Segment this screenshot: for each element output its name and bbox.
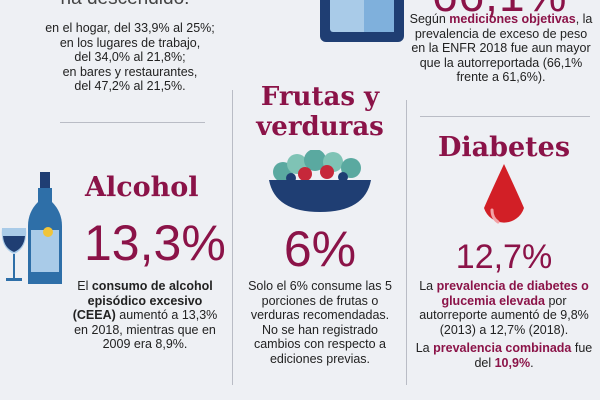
alcohol-title: Alcohol [85,172,199,203]
top-right-bold: mediciones objetivas [449,12,576,26]
frutas-title: Frutas y verduras [234,82,406,142]
top-left-block: ha descendido: en el hogar, del 33,9% al… [20,0,240,94]
top-right-rest: , la prevalencia de exceso de peso en la… [411,12,593,85]
frutas-text: Solo el 6% consume las 5 porciones de fr… [248,279,392,366]
top-right-text: Según mediciones objetivas, la prevalenc… [408,12,594,85]
scale-icon [320,0,404,42]
diabetes-percent: 12,7% [455,238,553,276]
top-left-lines: en el hogar, del 33,9% al 25%; en los lu… [20,21,240,94]
diabetes-para2-prefix: La [415,341,434,355]
frutas-title-line2: verduras [256,112,384,142]
alcohol-text-2: aumentó a 13,3% en 2018, mientras que en… [74,308,218,352]
top-right-big: 66,1% [432,0,567,22]
diabetes-para2-end: . [530,355,534,370]
divider-left [232,90,233,385]
diabetes-para2-value: 10,9% [494,355,531,370]
salad-bowl-icon [269,149,371,212]
top-left-heading: ha descendido: [10,0,240,10]
divider-right [406,100,407,385]
top-left-line: del 47,2% al 21,5%. [74,79,186,94]
frutas-title-line1: Frutas y [260,82,380,112]
blood-drop-icon [484,164,524,224]
divider-top-right [420,116,590,117]
diabetes-text-1: La prevalencia de diabetes o glucemia el… [414,279,594,337]
alcohol-percent: 13,3% [84,215,226,271]
salad-bowl-illustration [265,149,375,220]
top-left-line: en el hogar, del 33,9% al 25%; [45,21,215,35]
top-left-line: del 34,0% al 21,8%; [74,50,186,65]
diabetes-para2-mid: fue del [474,341,593,370]
wine-bottle-icon [1,172,62,284]
alcohol-bold: consumo de alcohol episódico excesivo (C… [72,279,213,323]
top-left-line: en bares y restaurantes, [62,64,198,79]
diabetes-para1-bold: prevalencia de diabetes o glucemia eleva… [436,279,589,308]
scale-graphic [318,0,406,46]
diabetes-title: Diabetes [437,132,571,163]
alcohol-text-1: El [77,279,92,293]
top-left-line: en los lugares de trabajo, [59,35,201,50]
diabetes-text-2: La prevalencia combinada fue del 10,9%. [414,341,594,370]
diabetes-para1-rest: por autorreporte aumentó de 9,8% (2013) … [419,293,589,337]
divider-top-left [60,122,205,123]
frutas-percent: 6% [283,221,357,277]
top-right-intro: Según [409,12,450,26]
diabetes-para1-prefix: La [419,279,437,293]
alcohol-illustration [0,170,80,295]
blood-drop-illustration [480,164,528,241]
diabetes-para2-bold: prevalencia combinada [433,341,572,355]
alcohol-text: El consumo de alcohol episódico excesivo… [70,279,220,352]
